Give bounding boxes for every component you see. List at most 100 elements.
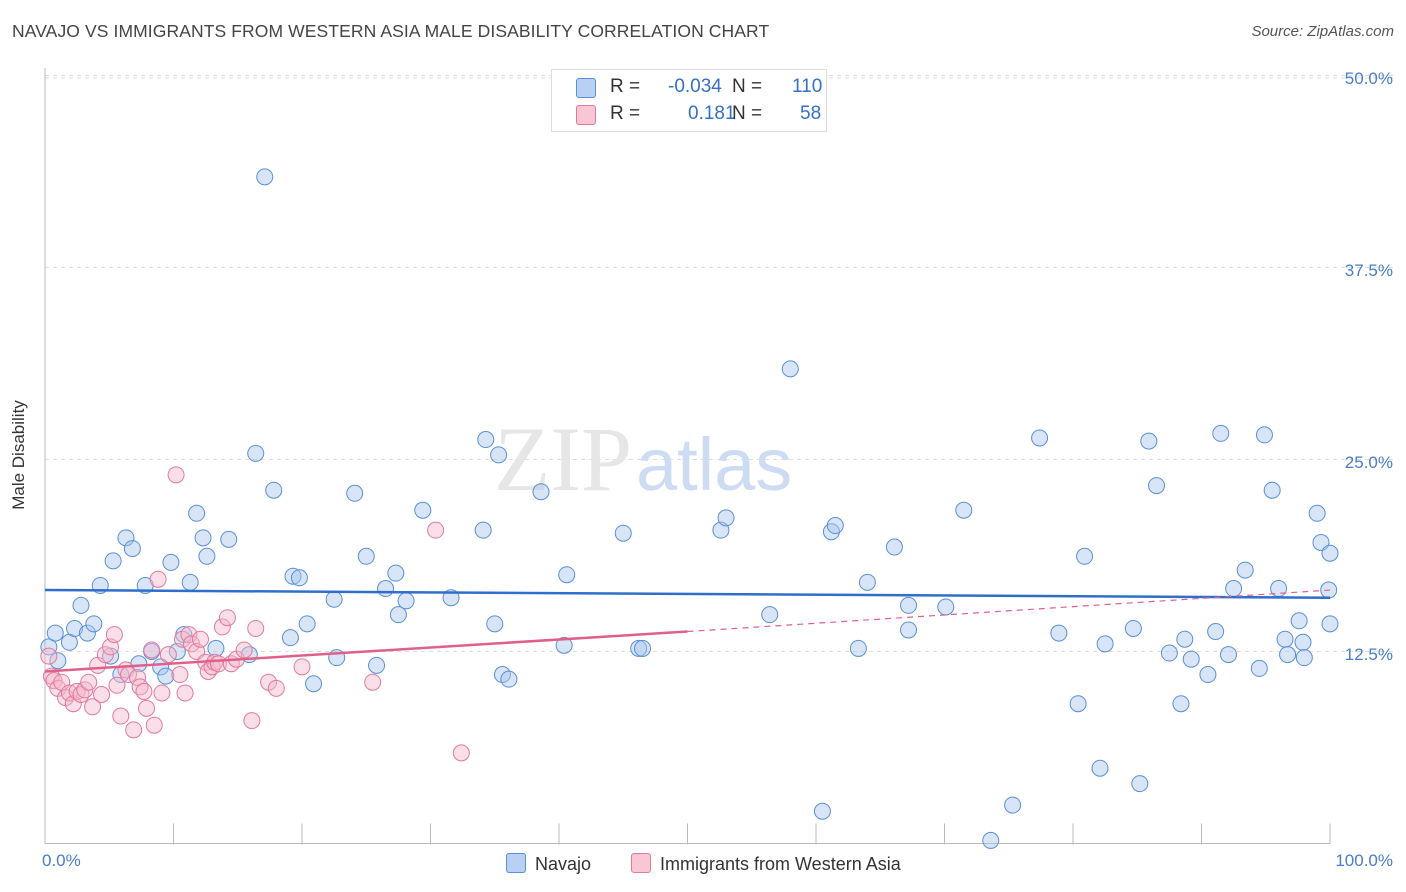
immigrants-point [247, 619, 265, 637]
navajo-point [477, 431, 495, 449]
navajo-point [982, 831, 1000, 849]
navajo-point [72, 596, 90, 614]
navajo-point [188, 504, 206, 522]
immigrants-trend-line [44, 630, 688, 673]
navajo-point [198, 547, 216, 565]
immigrants-point [40, 647, 58, 665]
legend-r-label: R = [610, 76, 641, 97]
navajo-point [377, 580, 395, 598]
navajo-point [1050, 624, 1068, 642]
navajo-point [104, 552, 122, 570]
navajo-point [1140, 432, 1158, 450]
navajo-point [849, 639, 867, 657]
navajo-point [1031, 429, 1049, 447]
navajo-point [117, 529, 135, 547]
legend-n-value: 58 [800, 103, 822, 124]
legend-n-label: N = [732, 76, 763, 97]
immigrants-point [153, 684, 171, 702]
immigrants-point [80, 673, 98, 691]
immigrants-point [427, 521, 445, 539]
bottom-legend-label-navajo: Navajo [535, 854, 592, 874]
immigrants-point [293, 658, 311, 676]
navajo-point [46, 624, 64, 642]
chart-title: NAVAJO VS IMMIGRANTS FROM WESTERN ASIA M… [12, 21, 770, 41]
immigrants-point [213, 618, 231, 636]
legend-swatch-immigrants [576, 105, 596, 125]
legend-swatch-navajo [576, 78, 596, 98]
navajo-point [900, 596, 918, 614]
legend-n-value: 110 [792, 76, 823, 97]
immigrants-point [76, 681, 94, 699]
navajo-point [346, 484, 364, 502]
immigrants-point [364, 673, 382, 691]
navajo-point [78, 624, 96, 642]
navajo-point [1172, 695, 1190, 713]
y-tick-label-50: 50.0% [1344, 68, 1393, 88]
navajo-point [1321, 615, 1339, 633]
legend-r-value: -0.034 [668, 76, 722, 97]
navajo-point [1321, 544, 1339, 562]
x-tick-label-0: 0.0% [42, 851, 81, 870]
navajo-point [1091, 759, 1109, 777]
navajo-point [194, 529, 212, 547]
navajo-point [1076, 547, 1094, 565]
navajo-point [220, 530, 238, 548]
navajo-point [634, 639, 652, 657]
navajo-point [368, 656, 386, 674]
navajo-point [781, 360, 799, 378]
navajo-point [1263, 481, 1281, 499]
immigrants-point [218, 609, 236, 627]
navajo-point [1236, 561, 1254, 579]
bottom-legend-navajo: Navajo [506, 853, 591, 875]
immigrants-point [93, 686, 111, 704]
navajo-point [1069, 695, 1087, 713]
navajo-point [490, 446, 508, 464]
navajo-point [1207, 623, 1225, 641]
navajo-point [1276, 630, 1294, 648]
navajo-point [1308, 504, 1326, 522]
navajo-point [1160, 644, 1178, 662]
legend-r-value: 0.181 [688, 103, 736, 124]
trend-lines [44, 588, 1331, 673]
x-tick-label-100: 100.0% [1335, 851, 1393, 870]
immigrants-point [452, 744, 470, 762]
navajo-point [614, 524, 632, 542]
y-tick-label-25: 25.0% [1344, 452, 1393, 472]
navajo-point [1182, 650, 1200, 668]
navajo-point [1294, 633, 1312, 651]
navajo-point [1219, 646, 1237, 664]
correlation-legend: R = -0.034 N = 110 R = 0.181 N = 58 [551, 69, 827, 132]
immigrants-point [84, 698, 102, 716]
immigrants-point [138, 699, 156, 717]
navajo-point [1250, 659, 1268, 677]
navajo-point [387, 564, 405, 582]
navajo-point [1279, 646, 1297, 664]
navajo-point [284, 567, 302, 585]
legend-n-label: N = [732, 103, 763, 124]
navajo-point [1199, 666, 1217, 684]
immigrants-point [235, 641, 253, 659]
legend-r-label: R = [610, 103, 641, 124]
navajo-point [1148, 477, 1166, 495]
watermark-atlas: atlas [636, 423, 792, 506]
navajo-point [265, 481, 283, 499]
immigrants-point [105, 626, 123, 644]
gridlines [45, 75, 1395, 652]
immigrants-trend-extension [687, 589, 1331, 633]
navajo-point [123, 540, 141, 558]
navajo-point [1295, 649, 1313, 667]
navajo-point [1131, 775, 1149, 793]
source-label: Source: ZipAtlas.com [1251, 23, 1394, 40]
immigrants-point [267, 679, 285, 697]
navajo-point [885, 538, 903, 556]
navajo-point [389, 606, 407, 624]
navajo-point [1290, 612, 1308, 630]
navajo-point [500, 670, 518, 688]
navajo-point [49, 652, 67, 670]
immigrants-point [135, 682, 153, 700]
navajo-point [157, 667, 175, 685]
navajo-point [900, 621, 918, 639]
immigrants-point [112, 707, 130, 725]
navajo-point [1004, 796, 1022, 814]
